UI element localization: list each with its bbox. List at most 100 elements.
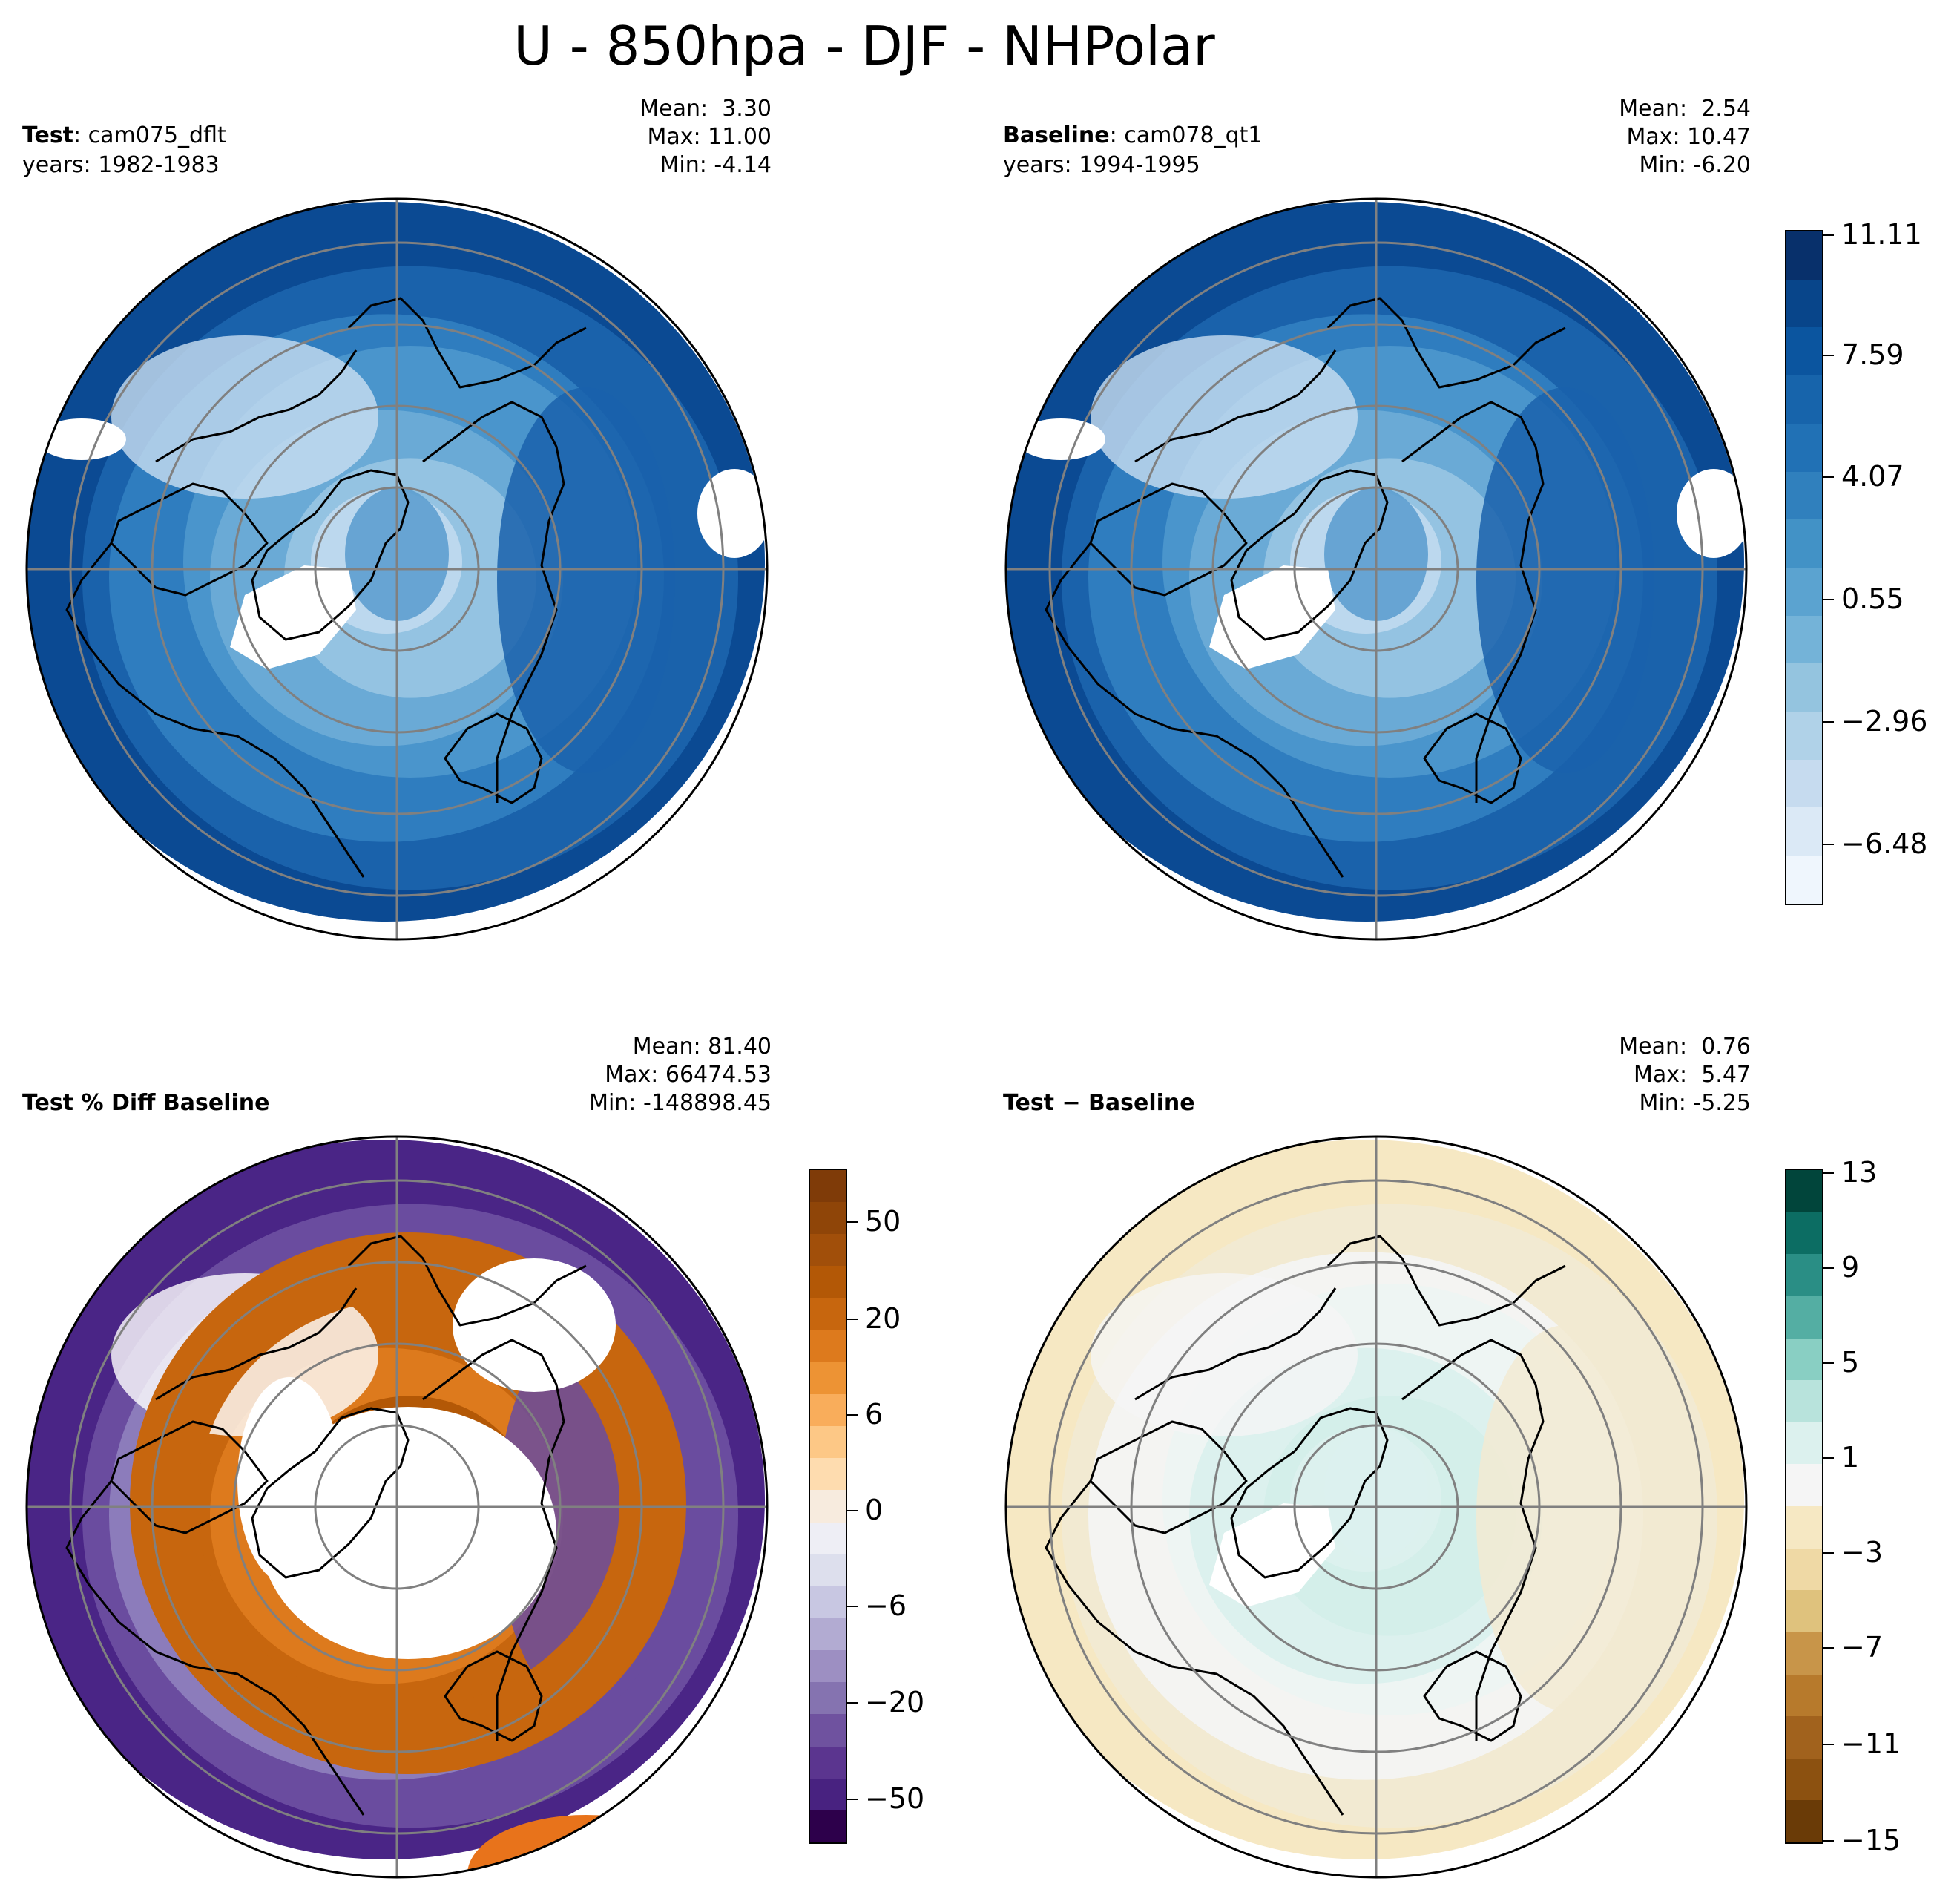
colorbar-segment xyxy=(1786,1758,1822,1801)
coastline xyxy=(422,1339,565,1741)
colorbar-tick-mark xyxy=(1823,721,1834,723)
colorbar-segment xyxy=(1786,1632,1822,1675)
coastline xyxy=(155,349,358,463)
coastline xyxy=(1134,349,1337,463)
colorbar-segment xyxy=(810,1746,846,1779)
colorbar-tick-mark xyxy=(1823,599,1834,600)
colorbar-segment xyxy=(810,1202,846,1235)
panel-pctdiff-max: Max: 66474.53 xyxy=(605,1062,772,1088)
colorbar-tick-mark xyxy=(1823,1267,1834,1269)
colorbar-segment xyxy=(810,1522,846,1554)
colorbar-tick-mark xyxy=(847,1414,858,1416)
colorbar-segment xyxy=(1786,375,1822,424)
colorbar-main-tick: 4.07 xyxy=(1841,460,1904,493)
coastline xyxy=(155,1287,358,1401)
coastlines xyxy=(1045,1235,1566,1816)
missing-data-area xyxy=(230,565,356,669)
colorbar-tick-mark xyxy=(1823,1552,1834,1554)
panel-baseline-years: years: 1994-1995 xyxy=(1003,152,1200,178)
colorbar-segment xyxy=(810,1170,846,1203)
colorbar-pctdiff-tick: 20 xyxy=(865,1302,901,1335)
coastline xyxy=(1045,542,1344,878)
colorbar-segment xyxy=(810,1234,846,1267)
panel-test-label-rest: : cam075_dflt xyxy=(73,122,226,148)
panel-baseline-min: Min: -6.20 xyxy=(1639,152,1752,178)
contour-band xyxy=(1476,1325,1654,1711)
panel-diff-max: Max: 5.47 xyxy=(1634,1062,1751,1088)
contour-band xyxy=(1476,387,1654,773)
colorbar-segment xyxy=(1786,759,1822,808)
colorbar-tick-mark xyxy=(1823,1647,1834,1649)
panel-baseline-max: Max: 10.47 xyxy=(1626,124,1751,150)
colorbar-segment xyxy=(1786,519,1822,568)
map-field xyxy=(1005,202,1747,922)
colorbar-tick-mark xyxy=(847,1319,858,1320)
colorbar-tick-mark xyxy=(1823,1457,1834,1459)
coastline xyxy=(422,401,565,803)
colorbar-segment xyxy=(1786,807,1822,856)
colorbar-segment xyxy=(1786,1254,1822,1296)
colorbar-segment xyxy=(1786,327,1822,376)
missing-data-area xyxy=(697,469,768,558)
colorbar-main-tick: −6.48 xyxy=(1841,827,1928,860)
colorbar-diff xyxy=(1785,1169,1823,1844)
graticule xyxy=(1005,198,1747,940)
graticule xyxy=(26,198,768,940)
colorbar-diff-tick: −3 xyxy=(1841,1536,1884,1569)
panel-pctdiff-label-bold: Test % Diff Baseline xyxy=(22,1090,270,1116)
figure-title: U - 850hpa - DJF - NHPolar xyxy=(513,15,1215,77)
colorbar-segment xyxy=(1786,1548,1822,1591)
colorbar-segment xyxy=(810,1650,846,1683)
colorbar-segment xyxy=(1786,423,1822,472)
colorbar-tick-mark xyxy=(1823,1172,1834,1174)
coastlines xyxy=(65,1235,587,1816)
colorbar-segment xyxy=(1786,1674,1822,1717)
panel-baseline-mean: Mean: 2.54 xyxy=(1619,96,1751,122)
colorbar-tick-mark xyxy=(847,1799,858,1800)
coastlines xyxy=(65,297,587,878)
coastline xyxy=(1134,1287,1337,1401)
colorbar-tick-mark xyxy=(847,1606,858,1607)
colorbar-tick-mark xyxy=(1823,1744,1834,1745)
coastline xyxy=(251,469,410,641)
contour-band xyxy=(497,387,675,773)
missing-data-area xyxy=(237,1377,341,1585)
colorbar-segment xyxy=(1786,1464,1822,1506)
coastline xyxy=(1401,1339,1545,1741)
panel-diff-stats: Mean: 0.76 Max: 5.47 Min: -5.25 xyxy=(1484,1033,1751,1117)
colorbar-diff-tick: −11 xyxy=(1841,1727,1901,1760)
colorbar-segment xyxy=(810,1586,846,1618)
colorbar-segment xyxy=(810,1426,846,1459)
colorbar-segment xyxy=(810,1266,846,1298)
colorbar-segment xyxy=(810,1490,846,1523)
map-baseline xyxy=(1004,197,1748,941)
panel-pctdiff-stats: Mean: 81.40 Max: 66474.53 Min: -148898.4… xyxy=(504,1033,772,1117)
missing-data-area xyxy=(1209,565,1335,669)
panel-test-max: Max: 11.00 xyxy=(647,124,772,150)
graticule xyxy=(1005,1136,1747,1878)
missing-data-area xyxy=(1209,1503,1335,1607)
colorbar-segment xyxy=(810,1810,846,1842)
colorbar-diff-tick: 9 xyxy=(1841,1251,1860,1284)
coastline xyxy=(1326,1235,1566,1327)
colorbar-pctdiff-tick: 0 xyxy=(865,1494,884,1526)
colorbar-main-tick: 0.55 xyxy=(1841,582,1904,615)
colorbar-segment xyxy=(1786,1590,1822,1632)
colorbar-segment xyxy=(810,1458,846,1491)
colorbar-tick-mark xyxy=(1823,1840,1834,1842)
colorbar-segment xyxy=(810,1362,846,1394)
map-test xyxy=(25,197,769,941)
coastline xyxy=(65,542,365,878)
coastline xyxy=(1423,712,1522,804)
missing-data-area xyxy=(1677,469,1747,558)
colorbar-segment xyxy=(1786,279,1822,328)
colorbar-segment xyxy=(810,1714,846,1747)
colorbar-segment xyxy=(1786,231,1822,280)
coastlines xyxy=(1045,297,1566,878)
colorbar-pctdiff-tick: 50 xyxy=(865,1205,901,1238)
map-diff xyxy=(1004,1135,1748,1879)
colorbar-diff-tick: −15 xyxy=(1841,1824,1901,1856)
map-field xyxy=(1005,1140,1744,1859)
colorbar-segment xyxy=(1786,1212,1822,1255)
colorbar-tick-mark xyxy=(1823,844,1834,845)
